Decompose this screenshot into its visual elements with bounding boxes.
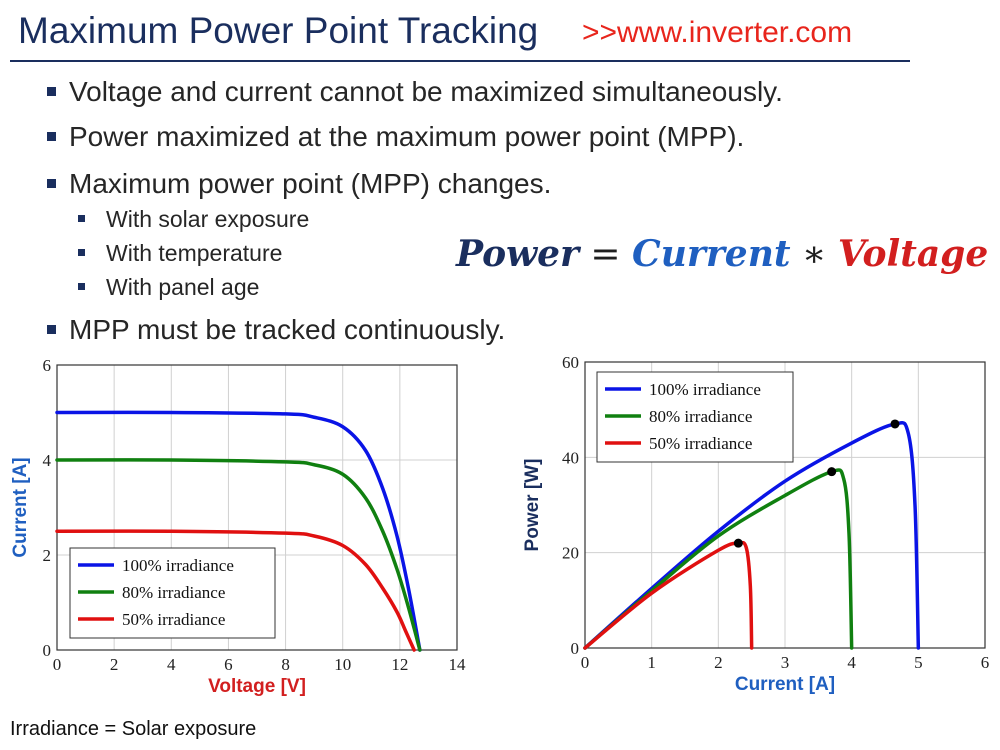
watermark-url: >>www.inverter.com: [582, 16, 853, 49]
footnote: Irradiance = Solar exposure: [10, 718, 257, 740]
y-tick-label: 4: [43, 451, 52, 470]
series-line-1: [55, 410, 422, 652]
series-line-2: [583, 468, 854, 650]
chart-1: 0 2 4 6 8 10 12 14 0 2 4 6 Voltage [V] Current [A] 100…: [10, 356, 466, 697]
plot-frame: [584, 361, 986, 649]
formula-power: Power: [456, 233, 579, 275]
y-tick-label: 40: [562, 448, 579, 467]
x-tick-label: 0: [581, 653, 590, 672]
sub-bullet-item: With solar exposure: [78, 206, 310, 233]
sub-bullet-item: With panel age: [78, 274, 260, 301]
legend-label: 50% irradiance: [649, 434, 752, 453]
bullet-square-icon: [47, 179, 56, 188]
legend-label: 80% irradiance: [122, 583, 225, 602]
legend-label: 50% irradiance: [122, 610, 225, 629]
sub-bullet-square-icon: [78, 249, 85, 256]
y-axis-title: Current [A]: [10, 457, 31, 557]
mpp-point: [827, 467, 837, 477]
series-line-1: [583, 420, 921, 650]
x-tick-label: 4: [847, 653, 856, 672]
mpp-point: [890, 419, 900, 429]
bullet-text: Maximum power point (MPP) changes.: [69, 168, 552, 199]
title-underline: [10, 60, 910, 62]
bullet-square-icon: [47, 87, 56, 96]
y-tick-label: 0: [43, 641, 52, 660]
legend-label: 100% irradiance: [649, 380, 761, 399]
formula-multiply: ∗: [790, 234, 838, 275]
chart-legend: 100% irradiance 80% irradiance 50% irradia…: [596, 371, 794, 463]
x-tick-label: 2: [714, 653, 723, 672]
bullet-item: Voltage and current cannot be maximized …: [47, 76, 783, 108]
bullet-item: MPP must be tracked continuously.: [47, 314, 506, 346]
x-axis-title: Current [A]: [735, 674, 835, 695]
y-tick-label: 6: [43, 356, 52, 375]
series-line-2: [55, 458, 422, 652]
mpp-point: [733, 538, 743, 548]
x-tick-label: 14: [449, 655, 467, 674]
plot-frame: [56, 364, 458, 651]
y-tick-label: 2: [43, 546, 52, 565]
slide-title: Maximum Power Point Tracking: [18, 10, 539, 51]
y-tick-label: 60: [562, 353, 579, 372]
sub-bullet-text: With solar exposure: [106, 206, 310, 232]
legend-label: 100% irradiance: [122, 556, 234, 575]
formula-voltage: Voltage: [837, 233, 989, 275]
x-tick-label: 10: [334, 655, 351, 674]
sub-bullet-square-icon: [78, 215, 85, 222]
bullet-item: Maximum power point (MPP) changes.: [47, 168, 552, 200]
x-tick-label: 0: [53, 655, 62, 674]
x-tick-label: 5: [914, 653, 923, 672]
power-formula: Power = Current ∗ Voltage: [456, 233, 988, 275]
series-line-3: [583, 540, 754, 650]
y-axis-title: Power [W]: [522, 459, 543, 552]
legend-label: 80% irradiance: [649, 407, 752, 426]
bullet-item: Power maximized at the maximum power poi…: [47, 121, 745, 153]
series-line-3: [55, 529, 416, 652]
bullet-text: Voltage and current cannot be maximized …: [69, 76, 783, 107]
bullet-text: Power maximized at the maximum power poi…: [69, 121, 745, 152]
x-axis-title: Voltage [V]: [208, 676, 306, 697]
sub-bullet-text: With temperature: [106, 240, 283, 266]
x-tick-label: 2: [110, 655, 119, 674]
formula-current: Current: [632, 233, 791, 275]
chart-legend: 100% irradiance 80% irradiance 50% irradia…: [69, 547, 276, 639]
x-tick-label: 12: [391, 655, 408, 674]
y-tick-label: 0: [571, 639, 580, 658]
x-tick-label: 1: [647, 653, 656, 672]
formula-equals: =: [578, 234, 633, 275]
x-tick-label: 8: [281, 655, 290, 674]
x-tick-label: 6: [224, 655, 233, 674]
bullet-text: MPP must be tracked continuously.: [69, 314, 506, 345]
sub-bullet-text: With panel age: [106, 274, 260, 300]
y-tick-label: 20: [562, 544, 579, 563]
bullet-square-icon: [47, 325, 56, 334]
x-tick-label: 3: [781, 653, 790, 672]
bullet-square-icon: [47, 132, 56, 141]
sub-bullet-item: With temperature: [78, 240, 283, 267]
x-tick-label: 4: [167, 655, 176, 674]
sub-bullet-square-icon: [78, 283, 85, 290]
x-tick-label: 6: [981, 653, 990, 672]
